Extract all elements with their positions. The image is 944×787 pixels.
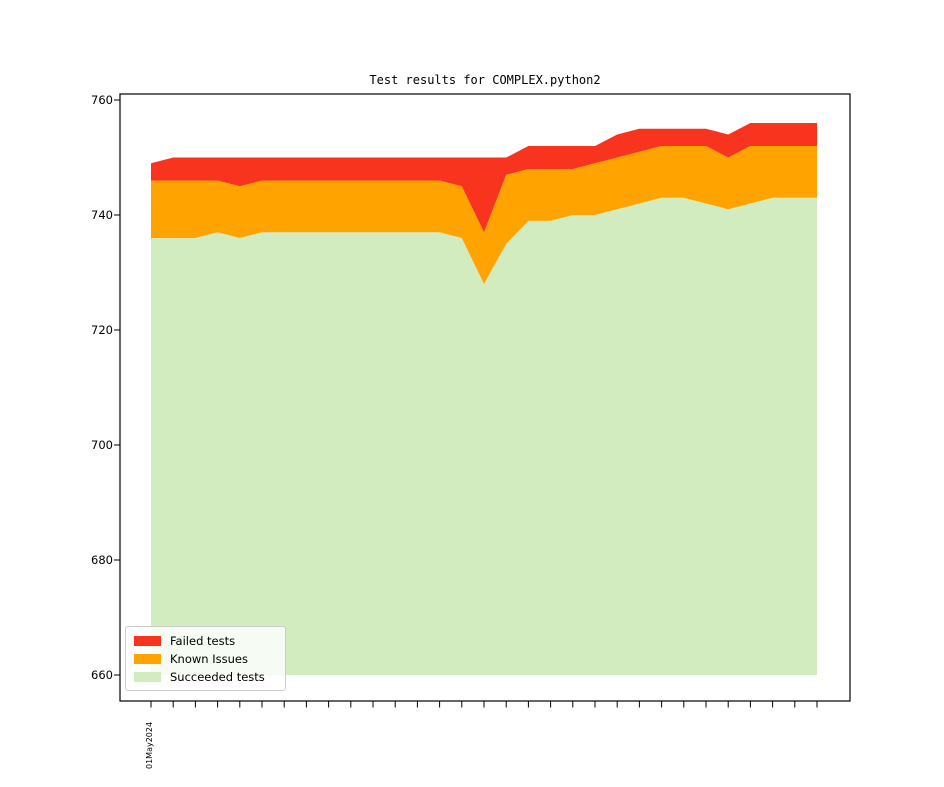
y-tick-label: 680 (91, 553, 113, 567)
y-tick-label: 740 (91, 208, 113, 222)
known-issues-swatch (134, 653, 161, 664)
legend-label-succeeded-tests: Succeeded tests (170, 669, 265, 684)
legend-label-known-issues: Known Issues (170, 651, 248, 666)
succeeded-tests-swatch (134, 671, 161, 682)
legend: Failed tests Known Issues Succeeded test… (125, 626, 286, 691)
legend-item-known-issues: Known Issues (134, 650, 277, 667)
plot-border (119, 93, 851, 702)
x-tick-label: 01May2024 (145, 721, 154, 769)
chart-title: Test results for COMPLEX.python2 (369, 73, 601, 87)
y-tick-label: 660 (91, 668, 113, 682)
failed-tests-swatch (134, 635, 161, 646)
failed-tests-area (151, 123, 817, 233)
legend-item-succeeded-tests: Succeeded tests (134, 668, 277, 685)
y-tick-label: 720 (91, 323, 113, 337)
y-tick-label: 760 (91, 93, 113, 107)
y-tick-label: 700 (91, 438, 113, 452)
legend-item-failed-tests: Failed tests (134, 632, 277, 649)
legend-label-failed-tests: Failed tests (170, 633, 236, 648)
succeeded-tests-area (151, 197, 817, 676)
